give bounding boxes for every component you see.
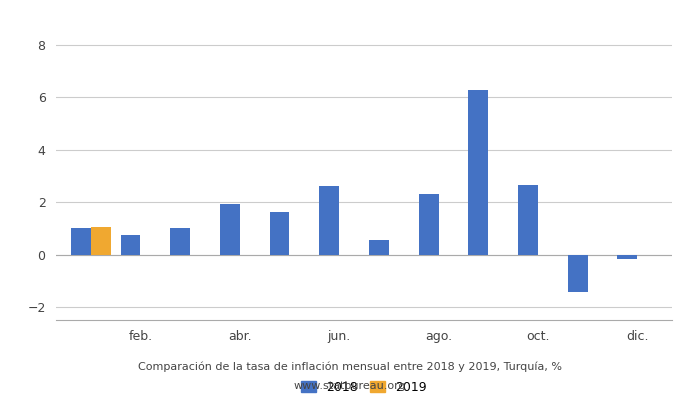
Bar (71, 228, 91, 254)
Bar (220, 204, 240, 254)
Bar (518, 185, 538, 254)
Bar (617, 254, 637, 259)
Bar (419, 194, 438, 254)
Bar (91, 227, 111, 254)
Bar (369, 240, 389, 254)
Bar (468, 90, 488, 254)
Bar (170, 228, 190, 254)
Bar (319, 186, 339, 254)
Legend: 2018, 2019: 2018, 2019 (301, 381, 427, 394)
Bar (568, 254, 587, 292)
Text: www.statbureau.org: www.statbureau.org (294, 381, 406, 391)
Bar (120, 235, 141, 254)
Bar (270, 212, 290, 254)
Text: Comparación de la tasa de inflación mensual entre 2018 y 2019, Turquía, %: Comparación de la tasa de inflación mens… (138, 362, 562, 372)
